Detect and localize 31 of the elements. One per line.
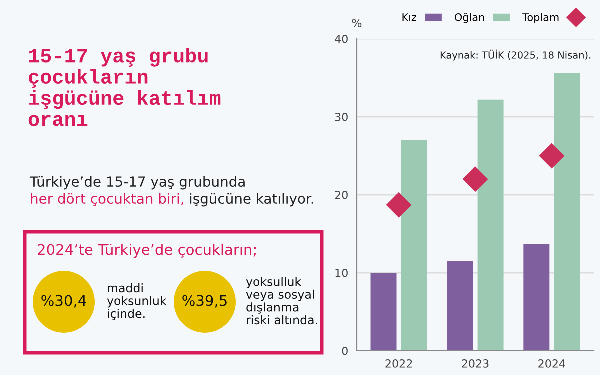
text: yoksulluk veya sosyal dışlanma riski altında. xyxy=(246,277,318,325)
text: %30,4 xyxy=(42,295,86,308)
y-tick-label: 20 xyxy=(335,190,348,200)
bar xyxy=(524,244,550,351)
bar xyxy=(447,261,474,351)
text: işgücüne katılıyor. xyxy=(190,193,314,207)
text: %39,5 xyxy=(182,295,227,308)
legend-label: Oğlan xyxy=(455,13,484,24)
point xyxy=(463,166,488,192)
x-tick-label: 2023 xyxy=(462,360,489,368)
text: maddi yoksunluk içinde. xyxy=(107,284,167,320)
x-tick-label: 2022 xyxy=(386,360,412,368)
bar xyxy=(370,273,397,351)
text: 15-17 yaş grubu çocukların işgücüne katılım oranı xyxy=(28,48,221,126)
y-tick-label: 40 xyxy=(335,34,348,44)
legend-label: Kız xyxy=(402,14,416,22)
x-tick-label: 2024 xyxy=(538,360,566,368)
annotation: Kaynak: TÜİK (2025, 18 Nisan). xyxy=(440,50,591,61)
bar xyxy=(401,140,428,351)
point xyxy=(539,144,564,168)
text: 2024’te Türkiye’de çocukların; xyxy=(38,244,256,258)
y-tick-label: 0 xyxy=(342,346,348,356)
legend-label: Toplam xyxy=(522,13,559,24)
bar xyxy=(478,100,504,351)
y-tick-label: 10 xyxy=(336,268,348,278)
text: her dört çocuktan biri, xyxy=(31,193,184,207)
y-tick-label: 30 xyxy=(335,112,348,122)
bar xyxy=(554,73,580,351)
text: Türkiye’de 15-17 yaş grubunda xyxy=(30,176,245,190)
point xyxy=(386,192,412,218)
y-axis-title: % xyxy=(352,19,362,28)
